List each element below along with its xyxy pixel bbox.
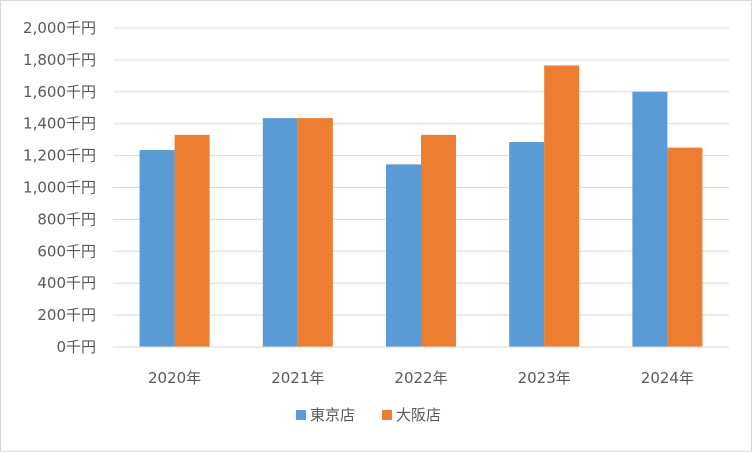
y-tick-label: 600千円 xyxy=(37,242,96,260)
legend[interactable]: 東京店 大阪店 xyxy=(296,406,441,424)
bar-osaka-1 xyxy=(297,118,333,348)
legend-label: 大阪店 xyxy=(396,406,441,424)
x-tick-label: 2022年 xyxy=(394,369,447,387)
y-tick-label: 800千円 xyxy=(37,210,96,228)
y-axis-ticks: 0千円 200千円 400千円 600千円 800千円 1,000千円 1,200千円 1,4… xyxy=(23,19,96,356)
bar-tokyo-4 xyxy=(632,91,668,347)
bar-osaka-3 xyxy=(544,65,580,348)
bar-osaka-0 xyxy=(174,134,210,347)
bar-osaka-2 xyxy=(421,134,456,347)
y-tick-label: 1,800千円 xyxy=(23,51,96,69)
x-tick-label: 2023年 xyxy=(518,369,571,387)
x-tick-label: 2020年 xyxy=(148,369,201,387)
bars xyxy=(139,65,703,348)
bar-tokyo-1 xyxy=(262,118,298,348)
legend-label: 東京店 xyxy=(310,406,355,424)
x-tick-label: 2024年 xyxy=(641,369,694,387)
bar-tokyo-3 xyxy=(509,142,545,347)
y-tick-label: 1,400千円 xyxy=(23,115,96,133)
y-tick-label: 2,000千円 xyxy=(23,19,96,37)
bar-tokyo-0 xyxy=(139,150,175,347)
legend-swatch xyxy=(382,410,392,420)
x-tick-label: 2021年 xyxy=(271,369,324,387)
legend-item-tokyo[interactable]: 東京店 xyxy=(296,406,355,424)
legend-swatch xyxy=(296,410,306,420)
y-tick-label: 1,200千円 xyxy=(23,147,96,165)
y-tick-label: 1,000千円 xyxy=(23,179,96,197)
y-tick-label: 400千円 xyxy=(37,274,96,292)
y-tick-label: 0千円 xyxy=(56,338,96,356)
y-tick-label: 200千円 xyxy=(37,306,96,324)
x-axis-ticks: 2020年 2021年 2022年 2023年 2024年 xyxy=(148,369,694,387)
bar-osaka-4 xyxy=(667,147,703,347)
y-tick-label: 1,600千円 xyxy=(23,83,96,101)
legend-item-osaka[interactable]: 大阪店 xyxy=(382,406,441,424)
bar-tokyo-2 xyxy=(386,164,421,347)
